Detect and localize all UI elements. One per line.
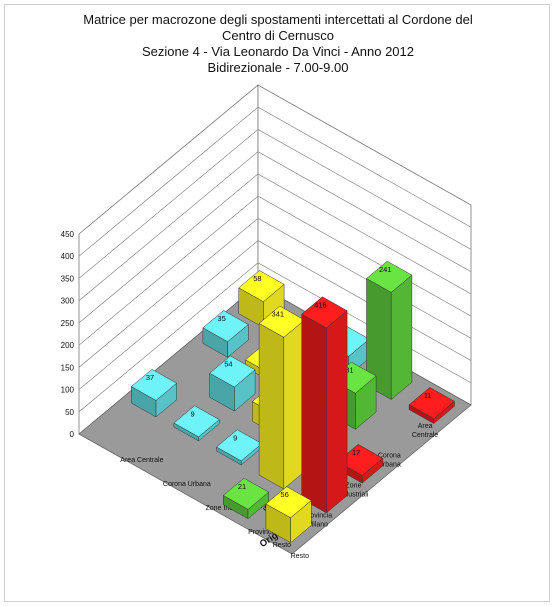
data-label: 341: [272, 310, 285, 319]
z-tick-label: 400: [61, 252, 75, 261]
data-label: 9: [233, 433, 237, 442]
bar-top-face: [265, 486, 312, 519]
gridline: [78, 151, 472, 301]
chart-gridlines: 0 50 100 150 200 250 300 350 400 450: [61, 84, 472, 439]
data-label: 11: [424, 391, 432, 400]
x-tick-label: Area Centrale: [412, 423, 439, 439]
z-tick-label: 250: [61, 319, 75, 328]
bar-front-face: [326, 310, 348, 514]
bar-front-face: [390, 274, 413, 401]
chart-title: Matrice per macrozone degli spostamenti …: [0, 12, 556, 76]
data-label: 54: [224, 360, 232, 369]
chart-title-line-3: Sezione 4 - Via Leonardo Da Vinci - Anno…: [142, 44, 414, 59]
bar-top-face: [301, 296, 348, 329]
bar-top-face: [258, 305, 305, 338]
bar-top-face: [222, 477, 270, 510]
bar: 341: [258, 305, 305, 490]
data-label: 21: [238, 482, 246, 491]
x-tick-label-line: Milano: [307, 521, 328, 528]
x-tick-label: Corona Urbana: [378, 453, 401, 469]
x-tick-label: Zone Industriali: [339, 483, 369, 499]
x-tick-label-line: Centrale: [412, 432, 439, 439]
x-tick-label-line: Zone: [346, 483, 362, 490]
x-tick-label: Provincia Milano: [303, 512, 332, 528]
bar: 35: [202, 310, 249, 358]
gridline: [78, 106, 472, 257]
data-label: 9: [191, 409, 195, 418]
bar: 37: [130, 368, 178, 418]
bar-top-face: [130, 368, 178, 401]
y-tick-label: Corona Urbana: [163, 481, 211, 488]
bar-side-face: [301, 313, 327, 514]
x-tick-label-line: Area: [418, 423, 433, 430]
bar-top-face: [202, 310, 249, 343]
z-tick-label: 300: [61, 297, 75, 306]
bar-top-face: [216, 429, 263, 462]
bar: 9: [173, 405, 220, 442]
chart-title-line-1: Matrice per macrozone degli spostamenti …: [83, 12, 473, 27]
bar: 9: [216, 429, 263, 466]
bar-top-face: [238, 270, 285, 303]
data-label: 37: [146, 373, 154, 382]
x-tick-label: Resto: [273, 542, 291, 549]
bar-top-face: [173, 405, 220, 438]
bar-side-face: [258, 322, 285, 490]
bar: 416: [301, 296, 348, 514]
chart-bars: 5835717433754142419448111998341172141656: [130, 260, 455, 544]
data-label: 416: [314, 300, 327, 309]
z-tick-label: 450: [61, 230, 75, 239]
z-tick-label: 350: [61, 274, 75, 283]
chart-title-line-4: Bidirezionale - 7.00-9.00: [207, 60, 349, 75]
x-tick-label-line: Industriali: [339, 492, 369, 499]
y-tick-label: Resto: [291, 553, 309, 560]
bar-front-face: [283, 319, 305, 490]
data-label: 241: [379, 265, 392, 274]
bar: 54: [209, 355, 256, 412]
x-tick-label-line: Urbana: [378, 462, 401, 469]
z-tick-label: 50: [65, 408, 74, 417]
bar-top-face: [408, 387, 455, 419]
z-tick-label: 0: [70, 430, 75, 439]
gridline: [78, 173, 472, 324]
data-label: 81: [345, 366, 353, 375]
x-tick-label-line: Resto: [273, 542, 291, 549]
z-tick-label: 100: [61, 386, 75, 395]
chart-title-line-2: Centro di Cernusco: [222, 28, 334, 43]
y-tick-label: Area Centrale: [120, 457, 163, 464]
data-label: 35: [217, 314, 225, 323]
bar: 241: [366, 260, 413, 401]
gridline: [78, 128, 472, 279]
z-tick-label: 150: [61, 363, 75, 372]
data-label: 56: [280, 490, 288, 499]
z-tick-label: 200: [61, 341, 75, 350]
x-tick-label-line: Corona: [378, 453, 401, 460]
data-label: 17: [352, 448, 360, 457]
bar: 11: [408, 387, 455, 425]
bar: 56: [265, 486, 312, 544]
x-tick-label-line: Provincia: [303, 512, 332, 519]
data-label: 58: [253, 274, 261, 283]
bar-top-face: [209, 355, 256, 388]
gridline: [78, 84, 472, 235]
bar: 21: [222, 477, 270, 520]
bar-top-face: [366, 260, 413, 293]
